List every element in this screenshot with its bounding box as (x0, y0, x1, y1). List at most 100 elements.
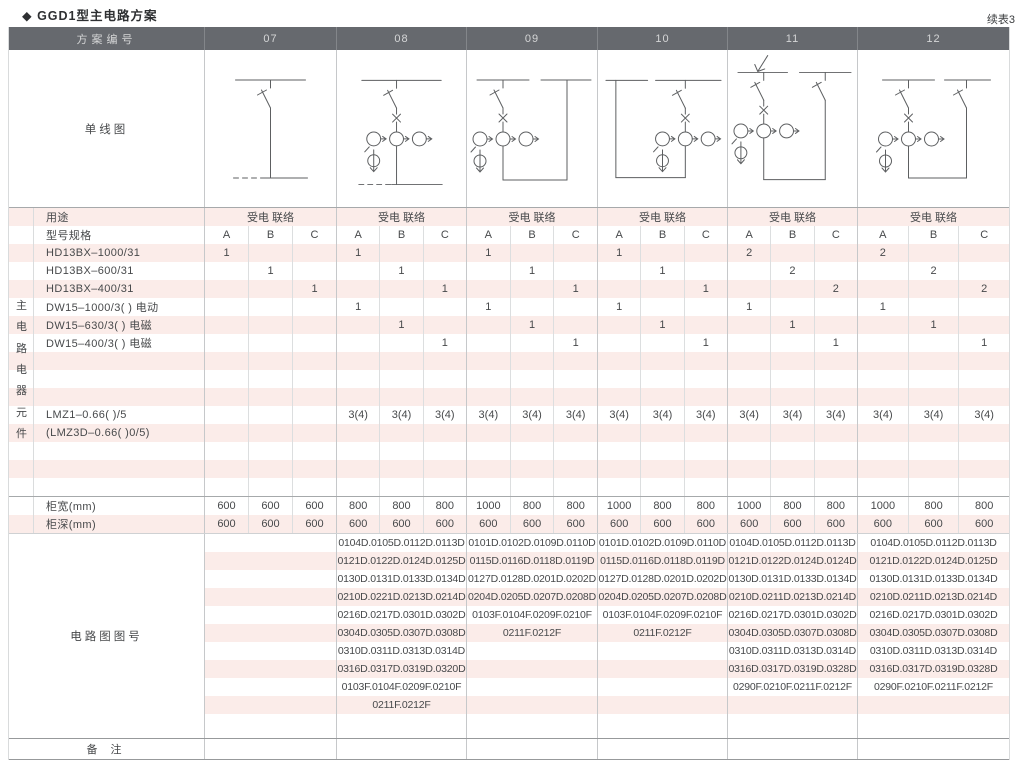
cell-11-B (770, 334, 813, 352)
cell-07-B (248, 478, 292, 496)
spec-header-row: 型号规格 A B C A B C A B C A B C A B C A B C (9, 226, 1009, 244)
drawing-numbers-col-07 (204, 534, 336, 738)
component-row-4: DW15–630/3( ) 电磁 1 1 1 1 1 (9, 316, 1009, 334)
cell-08-B: 800 (379, 497, 422, 515)
cell-11-A: 3(4) (739, 409, 759, 421)
cell-10-C: 600 (683, 515, 727, 533)
component-rows: 用途 受电 联络 受电 联络 受电 联络 受电 联络 受电 联络 受电 联络 型号规格 A B C A… (9, 207, 1009, 496)
cell-11-A (728, 460, 770, 478)
cell-09-C (553, 460, 597, 478)
cell-07-A (205, 388, 248, 406)
cabinet-width-row-label: 柜宽(mm) (9, 497, 204, 515)
cell-08-A: 1 (355, 247, 362, 259)
drawing-line-07-1 (205, 552, 336, 570)
cell-09-A: 1 (485, 301, 492, 313)
drawing-line-10-4: 0103F.0104F.0209F.0210F (602, 609, 723, 621)
cell-09-A (467, 352, 510, 370)
cell-12-C (958, 442, 1009, 460)
drawing-line-10-0: 0101D.0102D.0109D.0110D (598, 537, 727, 549)
cell-08-A: 600 (348, 518, 368, 530)
cell-09-C (553, 244, 597, 262)
cell-09-B: 1 (509, 316, 554, 334)
cell-12-B (907, 280, 959, 298)
cell-07-A: A (222, 229, 231, 241)
drawing-line-09-6 (467, 642, 597, 660)
cell-11-A (728, 352, 770, 370)
cell-10-A (598, 334, 640, 352)
remark-cell-10 (597, 739, 727, 759)
cell-07-C (292, 406, 336, 424)
cell-10-C: 1 (683, 280, 727, 298)
side-strip-divider (9, 478, 34, 496)
remark-cell-09 (466, 739, 597, 759)
cell-12-A (858, 334, 908, 352)
component-row-12 (9, 460, 1009, 478)
component-row-4-label: DW15–630/3( ) 电磁 (9, 316, 204, 334)
cell-11-A (728, 334, 770, 352)
cell-10-B: 1 (640, 316, 683, 334)
scheme-header-08: 08 (336, 27, 466, 50)
component-row-3-label: DW15–1000/3( ) 电动 (9, 298, 204, 316)
cell-10-B (640, 442, 683, 460)
cell-08-A (337, 424, 379, 442)
cell-07-C (292, 352, 336, 370)
drawing-line-07-4 (205, 606, 336, 624)
cell-08-A: 1 (355, 301, 362, 313)
cell-12-C: 800 (958, 497, 1009, 515)
drawing-line-10-8 (598, 678, 727, 696)
cell-09-B (509, 478, 554, 496)
cell-08-C (422, 370, 466, 388)
component-row-11-label-text (34, 442, 204, 460)
cell-10-C (683, 388, 727, 406)
single-line-diagram-label: 单线图 (84, 123, 129, 136)
cell-08-B (379, 442, 422, 460)
component-row-0-label-text: HD13BX–1000/31 (46, 247, 141, 259)
cell-10-C: 3(4) (683, 406, 727, 424)
drawing-numbers-section: 电路图图号 0104D.0105D.0112D.0113D 0121D.0122D… (9, 533, 1009, 738)
cell-12-A (858, 442, 908, 460)
single-line-diagram-11 (727, 50, 857, 207)
cell-07-B (248, 352, 292, 370)
cell-08-B (379, 352, 422, 370)
component-row-1: HD13BX–600/31 1 1 1 1 2 2 (9, 262, 1009, 280)
cell-07-C (292, 316, 336, 334)
cell-08-B: B (379, 226, 422, 244)
cell-10-B (640, 370, 683, 388)
cell-11-B: 1 (770, 316, 813, 334)
component-row-6 (9, 352, 1009, 370)
cell-11-C (813, 388, 857, 406)
cell-09-C (553, 478, 597, 496)
cell-11-A: A (745, 229, 753, 241)
cell-08-B: 1 (379, 262, 422, 280)
side-vertical-char-1: 电 (16, 321, 27, 334)
cell-08-C (422, 262, 466, 280)
cell-07-A (205, 262, 248, 280)
cell-11-C: 600 (813, 515, 857, 533)
cell-08-A (337, 262, 379, 280)
side-strip-divider (9, 442, 34, 460)
cell-11-B (770, 244, 813, 262)
drawing-line-12-7: 0316D.0317D.0319D.0328D (858, 660, 1009, 678)
cell-11-B (770, 352, 813, 370)
single-line-diagram-12 (857, 50, 1009, 207)
drawing-line-10-1: 0115D.0116D.0118D.0119D (598, 552, 727, 570)
component-row-11 (9, 442, 1009, 460)
drawing-line-11-2: 0130D.0131D.0133D.0134D (728, 573, 857, 585)
cell-10-B (640, 280, 683, 298)
cell-10-A (598, 442, 640, 460)
cell-08-C (422, 244, 466, 262)
cell-10-A: 1 (616, 301, 623, 313)
single-line-diagram-09 (466, 50, 597, 207)
cell-11-C: C (813, 226, 857, 244)
single-line-diagram-row: 单线图 (9, 50, 1009, 207)
cell-09-B (509, 442, 554, 460)
cell-12-A (858, 352, 908, 370)
drawing-line-08-1: 0121D.0122D.0124D.0125D (337, 552, 466, 570)
usage-row: 用途 受电 联络 受电 联络 受电 联络 受电 联络 受电 联络 受电 联络 (9, 208, 1009, 226)
component-row-3: DW15–1000/3( ) 电动 1 1 1 1 1 (9, 298, 1009, 316)
cell-10-A: 1 (616, 247, 623, 259)
cell-09-B (509, 388, 554, 406)
cell-10-A (598, 460, 640, 478)
scheme-header-10: 10 (597, 27, 727, 50)
drawing-line-10-10 (598, 714, 727, 732)
